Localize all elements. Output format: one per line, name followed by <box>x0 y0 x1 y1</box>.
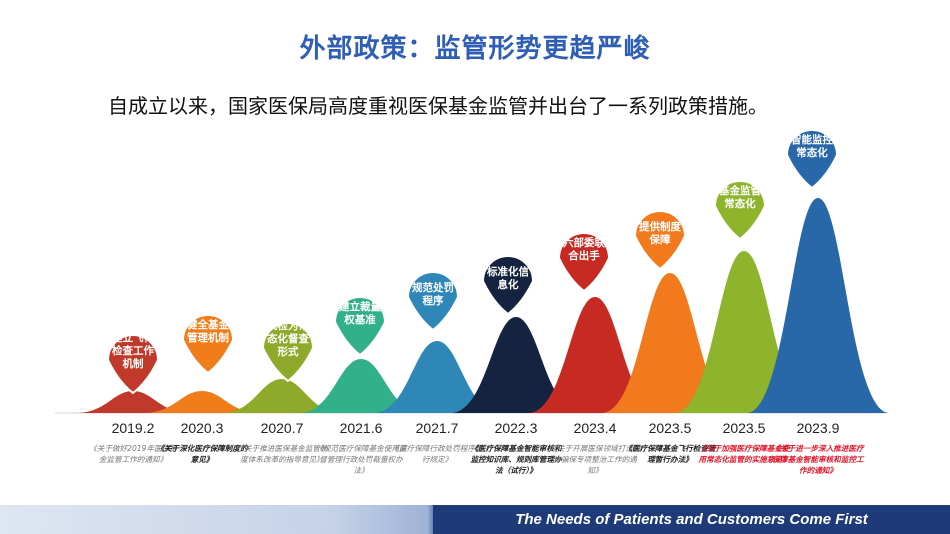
timeline-date: 2023.9 <box>796 420 840 436</box>
bubble-pin-shape <box>633 210 687 271</box>
measure-bubble <box>406 271 460 332</box>
measure-bubble <box>633 210 687 271</box>
policy-document: 《医疗保障行政处罚程序暂行规定》 <box>391 444 483 464</box>
bubble-pin-shape <box>261 322 315 383</box>
timeline-date: 2019.2 <box>111 420 155 436</box>
page-title: 外部政策：监管形势更趋严峻 <box>299 34 651 64</box>
timeline-date: 2023.5 <box>648 420 692 436</box>
timeline-peak <box>373 341 501 413</box>
bubble-label: 建立飞行检查工作机制 <box>112 332 154 370</box>
measure-bubble <box>713 180 767 241</box>
measure-bubble <box>261 322 315 383</box>
bubble-pin-shape <box>106 334 160 395</box>
bubble-pin-shape <box>333 296 387 357</box>
policy-document: 《关于进一步深入推进医疗保障基金智能审核和监控工作的通知》 <box>772 444 864 475</box>
timeline-date: 2021.7 <box>415 420 459 436</box>
bubble-pin-shape <box>406 271 460 332</box>
bubble-label: 基金监管常态化 <box>719 184 761 210</box>
timeline-peak <box>221 379 343 413</box>
bubble-label: 健全基金管理机制 <box>187 318 229 344</box>
policy-document: 《关于加强医疗保障基金使用常态化监管的实施意见》 <box>698 444 790 464</box>
bubble-label: 标准化信息化 <box>487 266 529 291</box>
measure-bubble <box>785 129 839 190</box>
bubble-label: 飞检为常态化督查形式 <box>267 320 309 358</box>
bubble-label: 提供制度保障 <box>639 221 681 246</box>
measure-bubble <box>106 334 160 395</box>
bubble-label: 建立裁量权基准 <box>339 300 381 326</box>
policy-document: 《关于开展医保领域打击欺诈骗保专项整治工作的通知》 <box>549 444 641 475</box>
policy-document: 《关于做好2019年医保基金监管工作的通知》 <box>89 444 177 464</box>
measure-bubble <box>181 314 235 375</box>
measure-bubble <box>333 296 387 357</box>
footer-slogan: The Needs of Patients and Customers Come… <box>515 511 868 528</box>
bubble-pin-shape <box>785 129 839 190</box>
page-subtitle: 自成立以来，国家医保局高度重视医保基金监管并出台了一系列政策措施。 <box>108 94 768 118</box>
bubble-label: 规范处罚程序 <box>412 282 454 307</box>
measure-bubble <box>557 232 611 293</box>
timeline-date: 2020.3 <box>180 420 224 436</box>
timeline-date: 2021.6 <box>339 420 383 436</box>
policy-document: 《关于深化医疗保障制度的意见》 <box>156 444 248 464</box>
policy-document: 《规范医疗保障基金使用监督管理行政处罚裁量权办法》 <box>315 444 407 475</box>
timeline-peak <box>746 198 890 413</box>
timeline-peak <box>142 391 262 413</box>
policy-document: 《关于推进医保基金监管制度体系改革的指导意见》 <box>236 444 328 464</box>
bubble-label: 六部委联合出手 <box>563 236 605 262</box>
bubble-pin-shape <box>181 314 235 375</box>
bubble-pin-shape <box>557 232 611 293</box>
bubble-label: 智能监控常态化 <box>791 133 833 159</box>
bubble-pin-shape <box>713 180 767 241</box>
timeline-peak <box>450 317 582 413</box>
policy-document: 《医疗保障基金智能审核和监控知识库、规则库管理办法（试行）》 <box>470 444 562 475</box>
timeline-date: 2022.3 <box>494 420 538 436</box>
timeline-date: 2023.5 <box>722 420 766 436</box>
timeline-date: 2020.7 <box>260 420 304 436</box>
bubble-pin-shape <box>481 255 535 316</box>
policy-document: 《医疗保障基金飞行检查管理暂行办法》 <box>624 444 716 464</box>
timeline-date: 2023.4 <box>573 420 617 436</box>
footer-banner <box>433 505 950 534</box>
measure-bubble <box>481 255 535 316</box>
timeline-peak <box>298 359 424 413</box>
timeline-peak <box>75 391 191 413</box>
